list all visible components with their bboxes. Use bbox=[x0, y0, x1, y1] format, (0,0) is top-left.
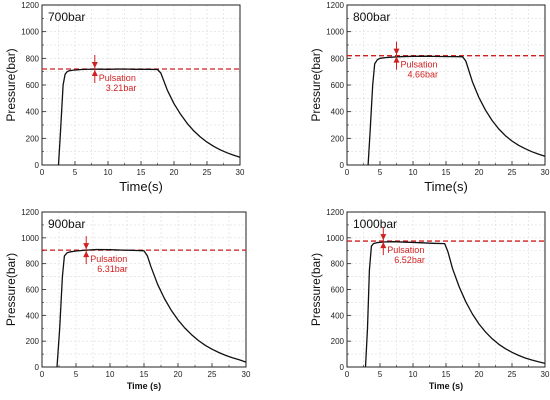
y-tick-label: 1200 bbox=[326, 208, 344, 217]
x-tick-label: 0 bbox=[40, 168, 45, 177]
x-tick-label: 0 bbox=[345, 168, 350, 177]
chart-title: 900bar bbox=[48, 217, 85, 231]
chart-panel-2: 0 5 10 15 20 25 30 0 200 400 600 800 1000 1200 Time(s)… bbox=[309, 1, 550, 194]
chart-panel-3: 0 5 10 15 20 25 30 0 200 400 600 800 1000 1200 Time (s… bbox=[4, 208, 251, 391]
series-line-1 bbox=[56, 248, 247, 368]
x-tick-label: 30 bbox=[236, 168, 245, 177]
chart-title: 800bar bbox=[353, 10, 390, 24]
series-line-1 bbox=[367, 55, 546, 166]
y-tick-label: 200 bbox=[331, 337, 345, 346]
chart-title: 700bar bbox=[48, 10, 85, 24]
y-tick-label: 0 bbox=[340, 161, 345, 170]
pulsation-arrow-down-head bbox=[380, 234, 387, 241]
x-tick-label: 15 bbox=[442, 370, 451, 379]
y-tick-label: 400 bbox=[26, 311, 40, 320]
y-axis-label: Pressure(bar) bbox=[309, 253, 323, 326]
series-line-1 bbox=[364, 241, 546, 368]
pulsation-label: Pulsation bbox=[90, 254, 127, 264]
y-tick-label: 400 bbox=[331, 311, 345, 320]
pulsation-label: Pulsation bbox=[99, 73, 136, 83]
y-tick-label: 400 bbox=[26, 108, 40, 117]
y-tick-label: 0 bbox=[35, 363, 40, 372]
y-tick-label: 1200 bbox=[21, 1, 39, 10]
x-tick-label: 25 bbox=[508, 370, 517, 379]
y-tick-label: 600 bbox=[26, 81, 40, 90]
chart-panel-4: 0 5 10 15 20 25 30 0 200 400 600 800 1000 1200 Time (s… bbox=[309, 208, 550, 391]
x-tick-label: 20 bbox=[174, 370, 183, 379]
pulsation-value: 6.31bar bbox=[97, 264, 128, 274]
y-axis-label: Pressure(bar) bbox=[4, 48, 18, 121]
y-tick-label: 800 bbox=[26, 260, 40, 269]
y-tick-label: 1000 bbox=[21, 234, 39, 243]
y-tick-label: 0 bbox=[35, 161, 40, 170]
y-tick-label: 800 bbox=[331, 260, 345, 269]
chart-panel-1: 0 5 10 15 20 25 30 0 200 400 600 800 1000 1200 Time(s)… bbox=[4, 1, 245, 194]
y-tick-label: 200 bbox=[26, 134, 40, 143]
x-tick-label: 30 bbox=[541, 168, 550, 177]
y-tick-label: 1000 bbox=[326, 234, 344, 243]
pulsation-value: 6.52bar bbox=[394, 255, 425, 265]
y-axis-label: Pressure(bar) bbox=[4, 253, 18, 326]
y-tick-label: 1200 bbox=[21, 208, 39, 217]
pulsation-arrow-up-head bbox=[380, 242, 387, 249]
x-tick-label: 5 bbox=[73, 168, 78, 177]
y-tick-label: 600 bbox=[26, 286, 40, 295]
x-axis-label: Time (s) bbox=[127, 381, 161, 391]
x-tick-label: 10 bbox=[106, 370, 115, 379]
y-axis-label: Pressure(bar) bbox=[309, 48, 323, 121]
y-tick-label: 1200 bbox=[326, 1, 344, 10]
y-tick-label: 600 bbox=[331, 81, 345, 90]
x-axis-label: Time (s) bbox=[429, 381, 463, 391]
x-tick-label: 5 bbox=[378, 168, 383, 177]
y-tick-label: 1000 bbox=[21, 28, 39, 37]
pulsation-marker bbox=[393, 41, 400, 70]
x-tick-label: 25 bbox=[203, 168, 212, 177]
x-tick-label: 20 bbox=[475, 168, 484, 177]
pulsation-arrow-up-head bbox=[91, 70, 98, 76]
y-tick-label: 400 bbox=[331, 108, 345, 117]
x-tick-label: 25 bbox=[208, 370, 217, 379]
x-tick-label: 15 bbox=[137, 168, 146, 177]
y-tick-label: 1000 bbox=[326, 28, 344, 37]
pulsation-marker bbox=[83, 236, 90, 265]
x-tick-label: 30 bbox=[242, 370, 251, 379]
chart-title: 1000bar bbox=[353, 217, 397, 231]
pulsation-value: 3.21bar bbox=[106, 83, 137, 93]
y-tick-label: 200 bbox=[26, 337, 40, 346]
x-tick-label: 20 bbox=[170, 168, 179, 177]
x-tick-label: 15 bbox=[442, 168, 451, 177]
x-axis-label: Time(s) bbox=[424, 179, 468, 194]
x-tick-label: 25 bbox=[508, 168, 517, 177]
x-tick-label: 0 bbox=[345, 370, 350, 379]
y-tick-label: 200 bbox=[331, 134, 345, 143]
series-line-1 bbox=[57, 68, 241, 166]
x-tick-label: 10 bbox=[104, 168, 113, 177]
y-tick-label: 800 bbox=[331, 54, 345, 63]
x-axis-label: Time(s) bbox=[119, 179, 163, 194]
y-tick-label: 800 bbox=[26, 54, 40, 63]
pulsation-marker bbox=[91, 55, 98, 83]
pulsation-arrow-down-head bbox=[83, 243, 90, 250]
x-tick-label: 5 bbox=[74, 370, 79, 379]
pulsation-arrow-down-head bbox=[91, 62, 98, 68]
x-tick-label: 10 bbox=[409, 370, 418, 379]
x-tick-label: 20 bbox=[475, 370, 484, 379]
y-tick-label: 0 bbox=[340, 363, 345, 372]
pulsation-value: 4.66bar bbox=[408, 70, 439, 80]
pulsation-arrow-up-head bbox=[83, 251, 90, 258]
x-tick-label: 0 bbox=[40, 370, 45, 379]
pulsation-marker bbox=[380, 227, 387, 256]
x-tick-label: 5 bbox=[378, 370, 383, 379]
pulsation-arrow-up-head bbox=[393, 56, 400, 63]
pulsation-label: Pulsation bbox=[401, 60, 438, 70]
x-tick-label: 30 bbox=[541, 370, 550, 379]
x-tick-label: 10 bbox=[409, 168, 418, 177]
pulsation-label: Pulsation bbox=[387, 245, 424, 255]
y-tick-label: 600 bbox=[331, 286, 345, 295]
pulsation-arrow-down-head bbox=[393, 48, 400, 55]
x-tick-label: 15 bbox=[140, 370, 149, 379]
